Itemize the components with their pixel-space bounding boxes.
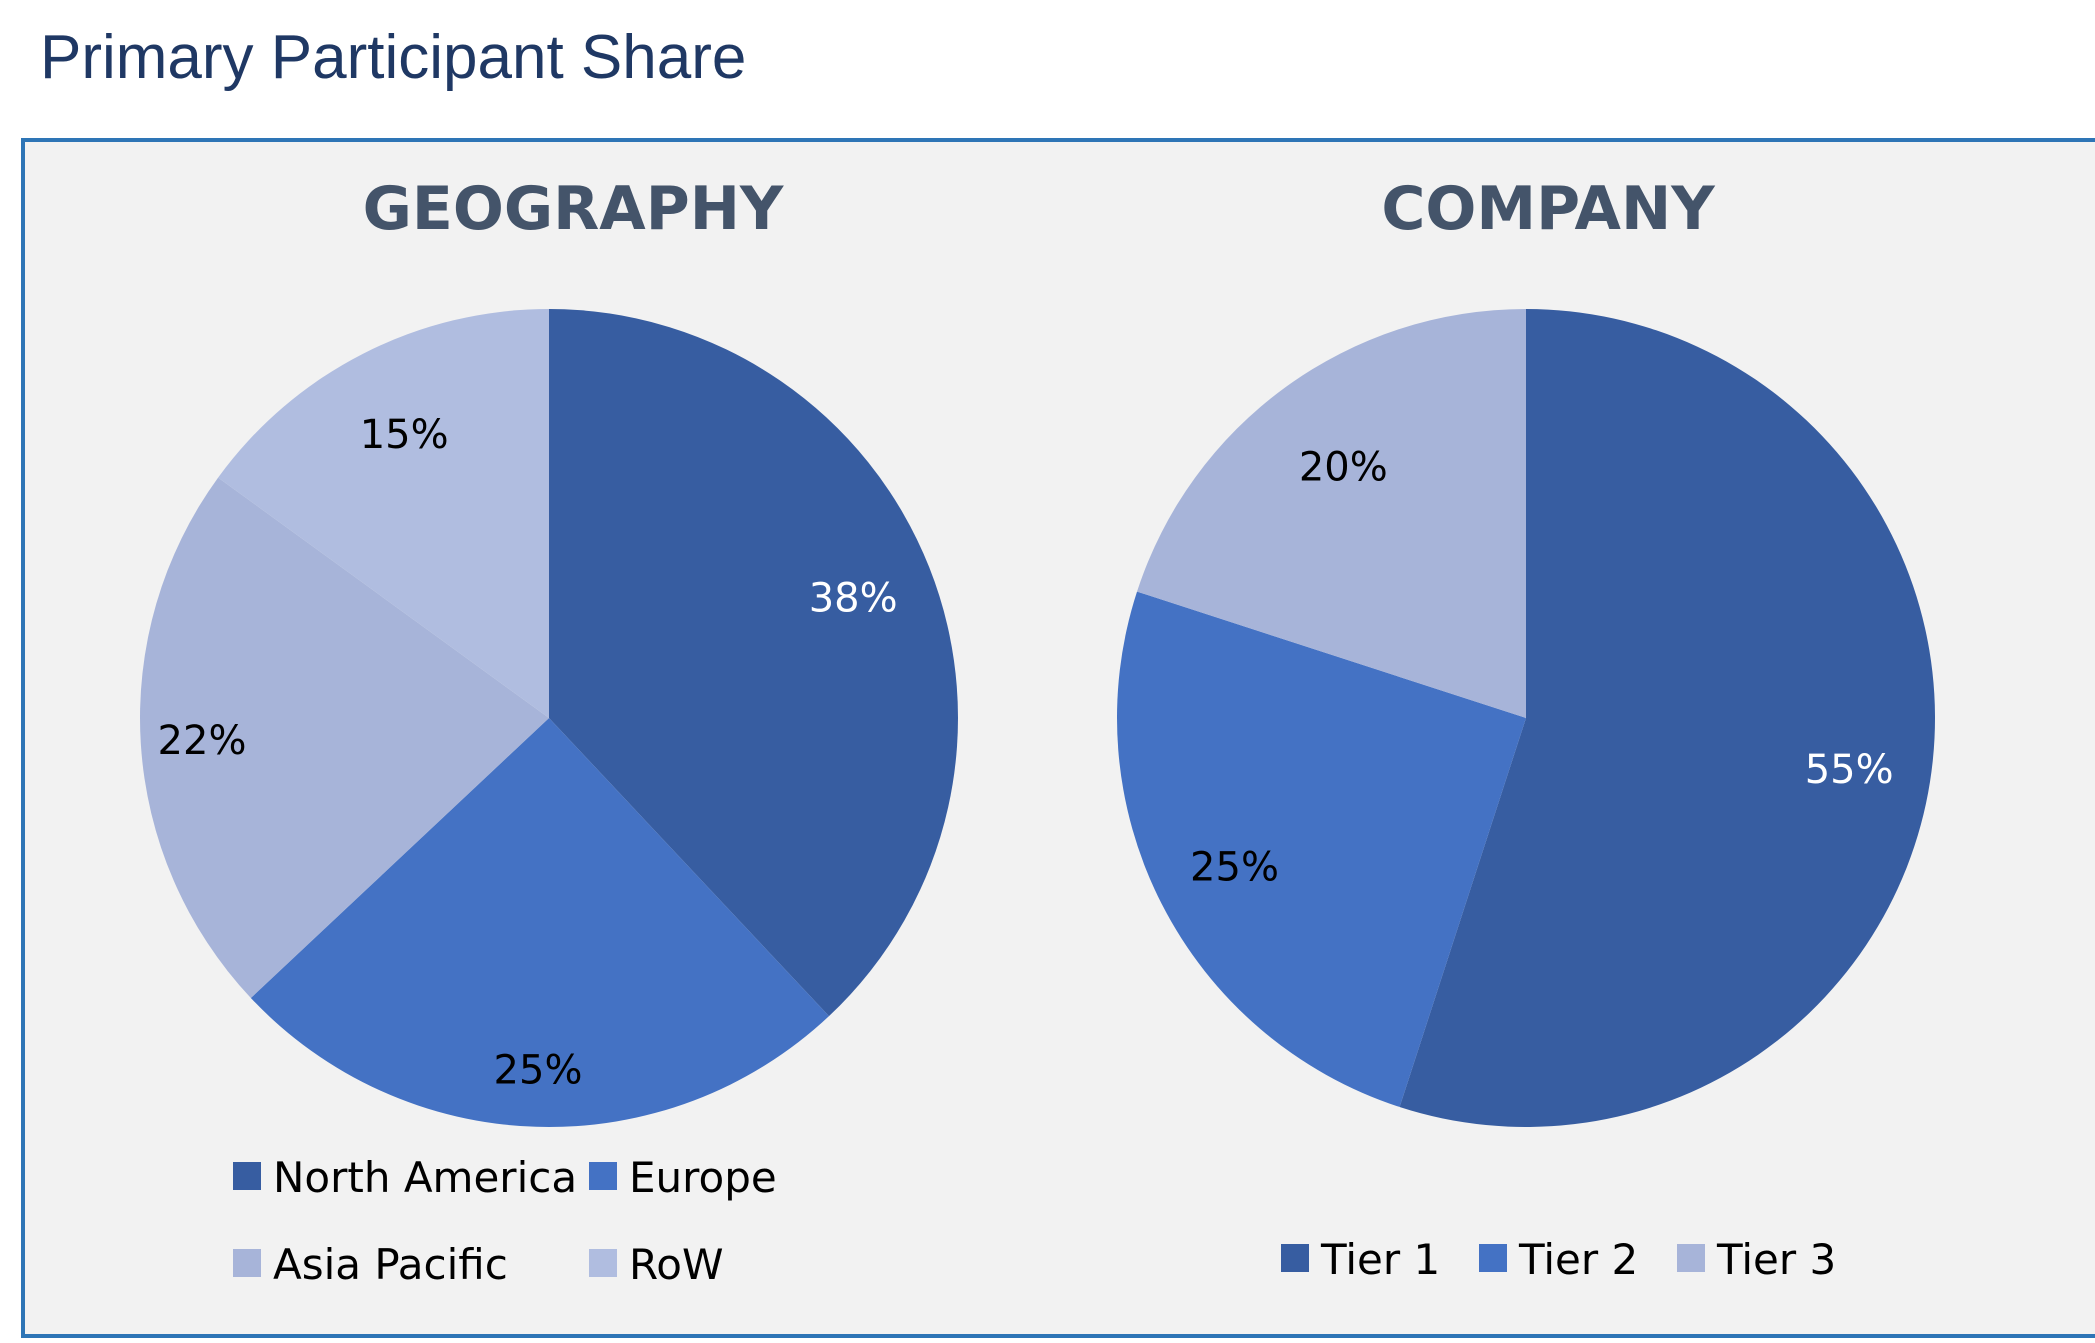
- legend-swatch: [233, 1249, 261, 1277]
- data-label-tier-1: 55%: [1805, 747, 1894, 793]
- legend-label: Tier 2: [1518, 1235, 1638, 1284]
- pie-slice-tier-3: [1137, 309, 1526, 718]
- legend-label: RoW: [629, 1240, 724, 1289]
- pie-chart-geography: GEOGRAPHY 38% 25% 22% 15% North America Europe…: [139, 174, 959, 1289]
- legend-item-tier-2: Tier 2: [1479, 1235, 1638, 1284]
- legend-swatch: [589, 1162, 617, 1190]
- chart-title: COMPANY: [1381, 174, 1716, 244]
- legend-item-asia-pacific: Asia Pacific: [233, 1240, 508, 1289]
- pie-slice-europe: [250, 718, 829, 1128]
- chart-panel: GEOGRAPHY 38% 25% 22% 15% North America Europe…: [21, 138, 2095, 1338]
- legend-label: Tier 1: [1320, 1235, 1440, 1284]
- legend-company: Tier 1 Tier 2 Tier 3: [1281, 1235, 1836, 1284]
- pie-slice-row: [218, 309, 550, 718]
- legend-label: Tier 3: [1716, 1235, 1836, 1284]
- legend-item-row: RoW: [589, 1240, 724, 1289]
- legend-swatch: [233, 1162, 261, 1190]
- pie-slice-tier-1: [1399, 309, 1936, 1127]
- page-title: Primary Participant Share: [40, 23, 747, 92]
- legend-geography: North America Europe Asia Pacific RoW: [233, 1153, 777, 1289]
- legend-label: Asia Pacific: [273, 1240, 508, 1289]
- pie-slice-asia-pacific: [139, 477, 549, 998]
- legend-item-europe: Europe: [589, 1153, 777, 1202]
- data-label-north-america: 38%: [809, 576, 898, 622]
- charts-canvas: GEOGRAPHY 38% 25% 22% 15% North America Europe…: [139, 174, 1936, 1289]
- pie-slice-tier-2: [1117, 591, 1526, 1107]
- data-label-tier-2: 25%: [1190, 845, 1279, 891]
- legend-swatch: [1281, 1244, 1309, 1272]
- legend-swatch: [1479, 1244, 1507, 1272]
- data-label-row: 15%: [360, 412, 449, 458]
- legend-label: North America: [273, 1153, 577, 1202]
- legend-label: Europe: [629, 1153, 777, 1202]
- legend-swatch: [1677, 1244, 1705, 1272]
- pie-slice-north-america: [549, 309, 959, 1017]
- data-label-europe: 25%: [494, 1048, 583, 1094]
- legend-swatch: [589, 1249, 617, 1277]
- pie-chart-company: COMPANY 55% 25% 20% Tier 1 Tier 2 Tier 3: [1117, 174, 1936, 1284]
- legend-item-tier-3: Tier 3: [1677, 1235, 1836, 1284]
- chart-title: GEOGRAPHY: [363, 174, 785, 244]
- data-label-asia-pacific: 22%: [158, 718, 247, 764]
- legend-item-tier-1: Tier 1: [1281, 1235, 1440, 1284]
- legend-item-north-america: North America: [233, 1153, 577, 1202]
- data-label-tier-3: 20%: [1299, 445, 1388, 491]
